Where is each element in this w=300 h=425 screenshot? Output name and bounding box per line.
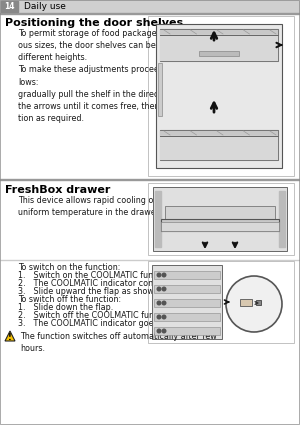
Circle shape xyxy=(226,276,282,332)
Bar xyxy=(279,191,285,247)
Text: To switch off the function:: To switch off the function: xyxy=(18,295,121,304)
Circle shape xyxy=(157,315,161,319)
Bar xyxy=(256,300,261,305)
Bar xyxy=(161,222,279,231)
Polygon shape xyxy=(160,130,278,136)
Bar xyxy=(156,24,282,168)
Circle shape xyxy=(157,287,161,291)
Bar xyxy=(161,219,279,231)
Polygon shape xyxy=(160,136,278,160)
Circle shape xyxy=(162,287,166,291)
Text: This device allows rapid cooling of foods and more
uniform temperature in the dr: This device allows rapid cooling of food… xyxy=(18,196,222,217)
Polygon shape xyxy=(160,29,278,35)
Bar xyxy=(0,0,300,13)
Text: 3. Slide upward the flap as shown in the figure.: 3. Slide upward the flap as shown in the… xyxy=(18,287,213,296)
Text: 2. Switch off the COOLMATIC function.: 2. Switch off the COOLMATIC function. xyxy=(18,311,176,320)
Bar xyxy=(154,285,220,293)
Polygon shape xyxy=(160,35,278,61)
Text: 14: 14 xyxy=(4,2,15,11)
Bar xyxy=(152,265,222,339)
Bar xyxy=(148,16,294,176)
Bar xyxy=(148,183,294,255)
Circle shape xyxy=(162,329,166,333)
Text: Positioning the door shelves: Positioning the door shelves xyxy=(5,18,183,28)
Bar xyxy=(155,191,161,247)
Text: To permit storage of food packages of vari-
ous sizes, the door shelves can be p: To permit storage of food packages of va… xyxy=(18,29,196,123)
Bar xyxy=(0,179,300,180)
Text: 1. Switch on the COOLMATIC function.: 1. Switch on the COOLMATIC function. xyxy=(18,271,175,280)
Bar xyxy=(240,299,252,306)
Text: 3. The COOLMATIC indicator goes off.: 3. The COOLMATIC indicator goes off. xyxy=(18,319,173,328)
Bar xyxy=(199,51,239,56)
Bar xyxy=(154,299,220,307)
Circle shape xyxy=(162,315,166,319)
Polygon shape xyxy=(5,331,15,341)
Bar xyxy=(0,13,300,14)
Bar xyxy=(1,1,18,12)
Text: To switch on the function:: To switch on the function: xyxy=(18,263,120,272)
Bar xyxy=(153,187,287,251)
Circle shape xyxy=(157,329,161,333)
Bar xyxy=(158,63,162,116)
Circle shape xyxy=(162,273,166,277)
Circle shape xyxy=(157,301,161,305)
Bar xyxy=(148,261,294,343)
Circle shape xyxy=(162,301,166,305)
Text: 1. Slide down the flap.: 1. Slide down the flap. xyxy=(18,303,113,312)
Text: 2. The COOLMATIC indicator comes on.: 2. The COOLMATIC indicator comes on. xyxy=(18,279,180,288)
Text: Daily use: Daily use xyxy=(24,2,66,11)
Bar xyxy=(154,327,220,335)
Circle shape xyxy=(157,273,161,277)
Text: The function switches off automatically after few
hours.: The function switches off automatically … xyxy=(20,332,217,353)
Bar xyxy=(154,271,220,279)
Bar xyxy=(165,206,275,222)
Text: FreshBox drawer: FreshBox drawer xyxy=(5,185,110,195)
Text: !: ! xyxy=(8,334,12,343)
Bar xyxy=(154,313,220,321)
